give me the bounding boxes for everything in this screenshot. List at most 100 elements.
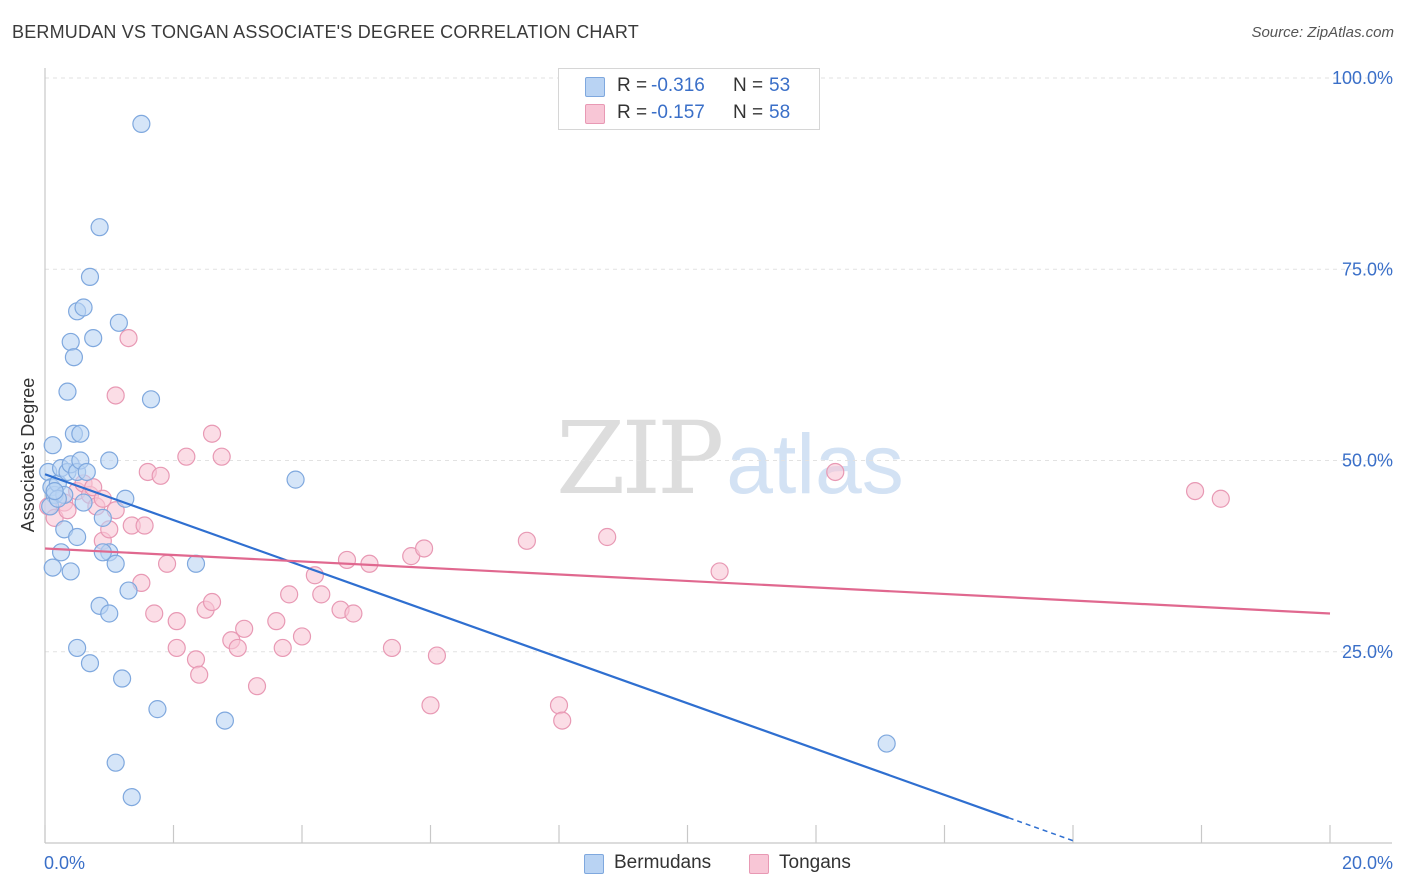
x-tick-label: 20.0% (1342, 853, 1393, 873)
chart-title: BERMUDAN VS TONGAN ASSOCIATE'S DEGREE CO… (12, 22, 639, 42)
bermudans-point (61, 562, 80, 581)
bermudans-point (148, 700, 167, 719)
tongans-point (710, 562, 729, 581)
y-tick-label: 25.0% (1342, 642, 1393, 662)
tongans-point (427, 646, 447, 665)
bermudans-point (119, 581, 138, 600)
n-value: 58 (769, 102, 791, 123)
bermudans-point (132, 114, 151, 134)
bermudans-point (141, 390, 161, 409)
bermudans-trend-extension (1008, 817, 1074, 842)
bermudans-point (100, 604, 119, 623)
tongans-point (598, 527, 617, 547)
bermudans-point (68, 527, 87, 547)
y-axis-label: Associate's Degree (18, 378, 38, 533)
source-credit: Source: ZipAtlas.com (1251, 24, 1394, 41)
watermark-zip: ZIP (556, 400, 724, 517)
n-label: N = (733, 75, 764, 96)
tongans-point (337, 550, 357, 570)
tongans-point (1211, 489, 1230, 508)
bermudans-point (286, 470, 305, 489)
legend-bermudans-label: Bermudans (614, 852, 712, 873)
bermudans-point (90, 218, 109, 237)
bermudans-point (74, 493, 93, 512)
watermark: ZIPatlas (556, 400, 904, 517)
bermudans-point (77, 462, 96, 482)
y-tick-label: 100.0% (1332, 68, 1393, 88)
bermudans-point (100, 451, 119, 470)
bermudans-point (877, 734, 896, 753)
bermudans-point (93, 508, 112, 527)
bermudans-point (43, 436, 62, 455)
legend-tongans-swatch (749, 854, 769, 874)
tongans-point (186, 650, 206, 669)
bermudans-point (106, 753, 125, 772)
r-label: R = (617, 102, 648, 123)
bermudans-point (51, 543, 71, 562)
y-tick-label: 50.0% (1342, 451, 1393, 471)
bermudans-trend-line (44, 473, 1010, 819)
tongans-point (247, 677, 267, 696)
label-layer: 25.0% 50.0% 75.0% 100.0% 0.0% 20.0% Associate'… (18, 68, 1393, 873)
legend-bermudans-swatch (584, 854, 604, 874)
tongans-point (212, 447, 231, 466)
tongans-point (414, 539, 434, 558)
tongans-point (826, 462, 845, 482)
point-layer (39, 114, 1230, 807)
tongans-point (517, 531, 536, 550)
x-tick-label: 0.0% (44, 853, 85, 873)
bermudans-point (68, 638, 87, 658)
tongans-point (151, 466, 170, 485)
stats-box: R = -0.316 N = 53 R = -0.157 N = 58 (558, 68, 820, 130)
y-tick-label: 75.0% (1342, 259, 1393, 279)
tongans-point (292, 627, 312, 646)
n-label: N = (733, 102, 764, 123)
legend-tongans-label: Tongans (779, 852, 851, 873)
tongans-trend-line (44, 547, 1331, 615)
tongans-point (157, 554, 177, 573)
bermudans-point (43, 558, 62, 577)
bermudans-point (80, 267, 100, 286)
tongans-point (190, 665, 209, 684)
tongans-point (202, 424, 222, 443)
tongans-point (344, 604, 363, 623)
bermudans-point (112, 669, 132, 688)
bermudans-point (106, 554, 125, 573)
bermudans-point (74, 298, 93, 317)
watermark-atlas: atlas (726, 417, 904, 511)
tongans-point (202, 592, 222, 612)
r-label: R = (617, 75, 648, 96)
tongans-point (235, 619, 254, 638)
tongans-point (382, 638, 402, 658)
bermudans-point (109, 313, 128, 332)
tongans-point (421, 696, 440, 715)
tongans-point (119, 329, 138, 348)
r-value: -0.157 (651, 102, 705, 123)
bermudans-point (58, 382, 77, 401)
bermudans-point (215, 711, 234, 730)
axis-layer (44, 68, 1392, 844)
bermudans-point (61, 332, 80, 352)
bermudans-point (80, 654, 100, 673)
r-value: -0.316 (651, 75, 705, 96)
bermudans-point (84, 329, 103, 348)
tongans-point (145, 604, 164, 623)
tongans-swatch (585, 104, 605, 124)
tongans-point (135, 516, 154, 535)
tongans-point (228, 638, 247, 658)
tongans-point (1185, 482, 1205, 501)
tongans-point (167, 638, 186, 658)
bermudans-point (186, 554, 206, 573)
bermudans-point (64, 348, 84, 367)
trend-layer (44, 473, 1331, 842)
tongans-point (106, 386, 125, 405)
tongans-point (549, 696, 569, 715)
bermudans-point (71, 424, 90, 443)
bermudans-point (122, 787, 141, 807)
n-value: 53 (769, 75, 791, 96)
tongans-point (167, 612, 186, 631)
tongans-point (273, 638, 292, 658)
bermudans-swatch (585, 77, 605, 97)
tongans-point (280, 585, 299, 604)
